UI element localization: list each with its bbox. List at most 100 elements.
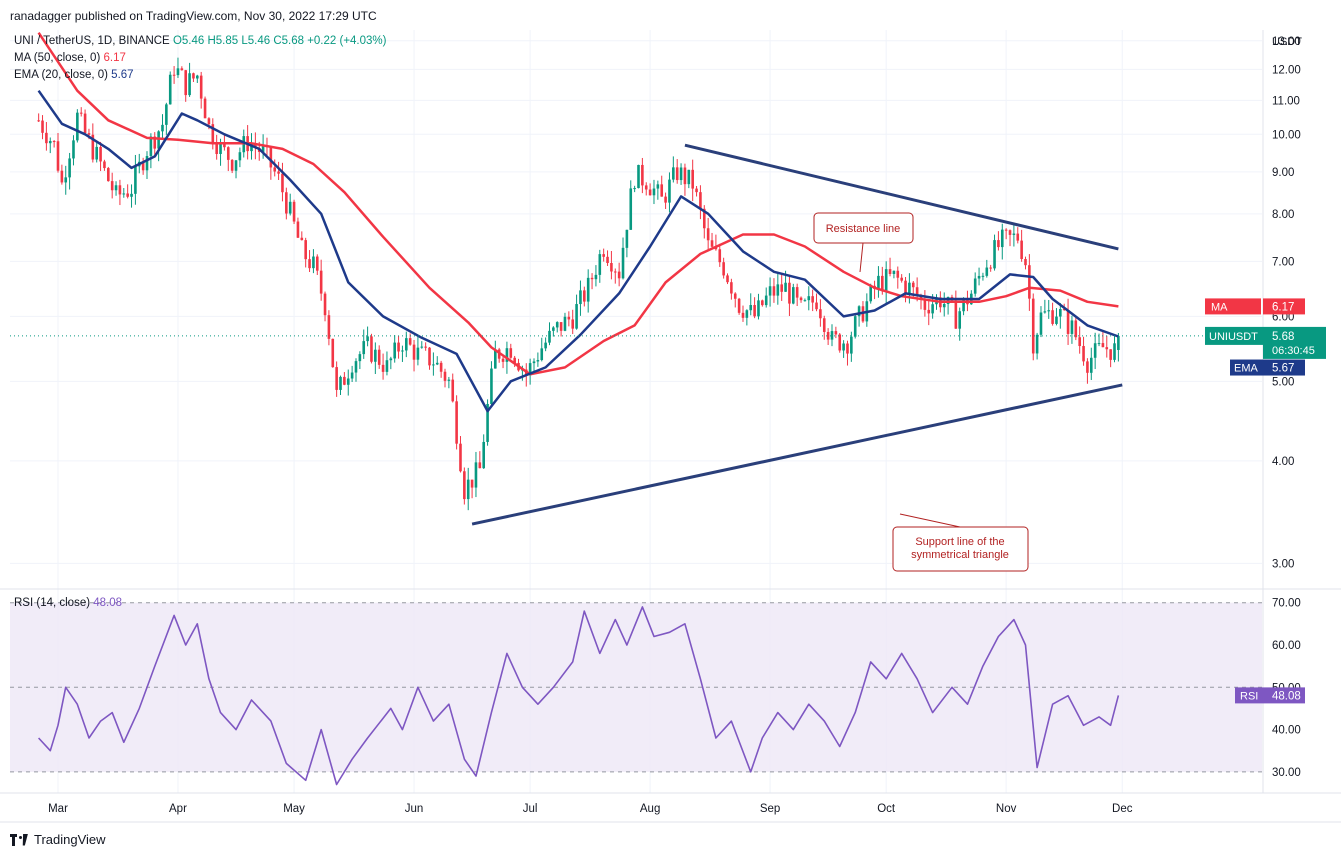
symbol-pane-label xyxy=(1205,326,1263,345)
candle-body xyxy=(273,167,277,172)
candle-body xyxy=(478,462,482,469)
candle-body xyxy=(590,277,594,280)
bar-countdown: 06:30:45 xyxy=(1272,345,1315,357)
candle-body xyxy=(1109,349,1112,360)
candle-body xyxy=(110,181,114,191)
candle-body xyxy=(165,104,168,125)
last-price-axis-label xyxy=(1263,326,1326,359)
support-callout-text-2: symmetrical triangle xyxy=(911,549,1009,561)
candle-body xyxy=(648,189,652,196)
candle-body xyxy=(435,362,439,365)
candle-body xyxy=(881,275,884,292)
candle-body xyxy=(1035,334,1039,354)
candle-body xyxy=(641,164,644,186)
candle-body xyxy=(981,275,985,277)
ohlc-values: O5.46 H5.85 L5.46 C5.68 +0.22 (+4.03%) xyxy=(172,35,387,47)
candle-body xyxy=(954,300,958,329)
candle-body xyxy=(45,132,48,144)
candle-body xyxy=(323,293,327,316)
candle-body xyxy=(846,343,849,354)
candle-body xyxy=(1086,361,1089,373)
candle-body xyxy=(296,221,300,238)
candle-body xyxy=(451,379,455,402)
candle-body xyxy=(528,363,532,376)
candle-body xyxy=(149,136,153,157)
candle-body xyxy=(48,141,52,144)
rsi-axis-tick: 40.00 xyxy=(1272,725,1301,737)
candle-body xyxy=(1039,312,1043,335)
price-axis-tick: 10.00 xyxy=(1272,129,1301,141)
candle-body xyxy=(374,349,377,362)
candle-body xyxy=(99,146,102,162)
candle-body xyxy=(811,296,814,303)
candle-body xyxy=(536,360,540,362)
candle-body xyxy=(513,357,516,363)
candle-body xyxy=(784,282,787,292)
candle-body xyxy=(211,124,215,145)
ma-legend-label: MA (50, close, 0) xyxy=(14,52,101,64)
candle-body xyxy=(664,196,667,203)
candle-body xyxy=(1024,259,1027,266)
candle-body xyxy=(780,284,783,292)
ma-axis-label xyxy=(1263,298,1305,315)
candle-body xyxy=(575,304,578,329)
rsi-legend-value: 48.08 xyxy=(93,597,123,609)
candle-body xyxy=(718,249,722,263)
price-axis-tick: 4.00 xyxy=(1272,456,1294,468)
candle-body xyxy=(482,441,485,469)
candle-body xyxy=(757,300,760,317)
ema-legend: EMA (20, close, 0) 5.67 xyxy=(14,69,134,81)
candle-body xyxy=(114,185,118,191)
candle-body xyxy=(1028,265,1031,299)
candle-body xyxy=(850,336,853,354)
candle-body xyxy=(474,462,478,488)
tradingview-footer[interactable]: TradingView xyxy=(10,832,106,847)
candle-body xyxy=(455,401,458,444)
candle-body xyxy=(87,133,91,135)
candle-body xyxy=(1105,347,1109,350)
publisher-text: ranadagger published on TradingView.com,… xyxy=(10,9,377,23)
candle-body xyxy=(327,315,331,339)
candle-body xyxy=(172,74,176,76)
candle-body xyxy=(900,277,903,281)
candle-body xyxy=(586,277,590,302)
candle-body xyxy=(76,112,79,141)
price-axis-tick: 7.00 xyxy=(1272,256,1294,268)
time-axis-label: Sep xyxy=(760,803,780,815)
candle-body xyxy=(1101,343,1105,348)
candle-body xyxy=(567,316,571,320)
candle-body xyxy=(350,372,354,379)
candle-body xyxy=(761,300,764,306)
candle-body xyxy=(815,302,818,310)
time-axis-label: Jul xyxy=(523,803,538,815)
candle-body xyxy=(993,240,996,269)
candle-body xyxy=(250,144,253,152)
candle-body xyxy=(238,152,242,161)
candle-body xyxy=(737,298,741,313)
candle-body xyxy=(79,112,83,114)
candle-body xyxy=(370,336,373,362)
candle-body xyxy=(288,201,292,214)
candle-body xyxy=(768,286,772,296)
candle-body xyxy=(826,331,830,340)
candle-body xyxy=(726,275,729,283)
candle-body xyxy=(699,192,702,209)
candle-body xyxy=(199,75,203,99)
candle-body xyxy=(911,282,915,288)
candle-body xyxy=(41,120,44,133)
candle-body xyxy=(857,306,861,317)
candle-body xyxy=(1117,335,1120,350)
candle-body xyxy=(439,362,443,372)
candle-body xyxy=(617,271,621,279)
candle-body xyxy=(962,298,965,312)
candle-body xyxy=(285,192,288,214)
candle-body xyxy=(64,177,68,183)
support-callout-text-1: Support line of the xyxy=(915,536,1004,548)
candle-body xyxy=(973,278,977,294)
candle-body xyxy=(644,185,648,190)
candle-body xyxy=(463,471,466,500)
candle-body xyxy=(1047,310,1051,312)
candle-body xyxy=(741,312,745,318)
candle-body xyxy=(312,256,315,269)
